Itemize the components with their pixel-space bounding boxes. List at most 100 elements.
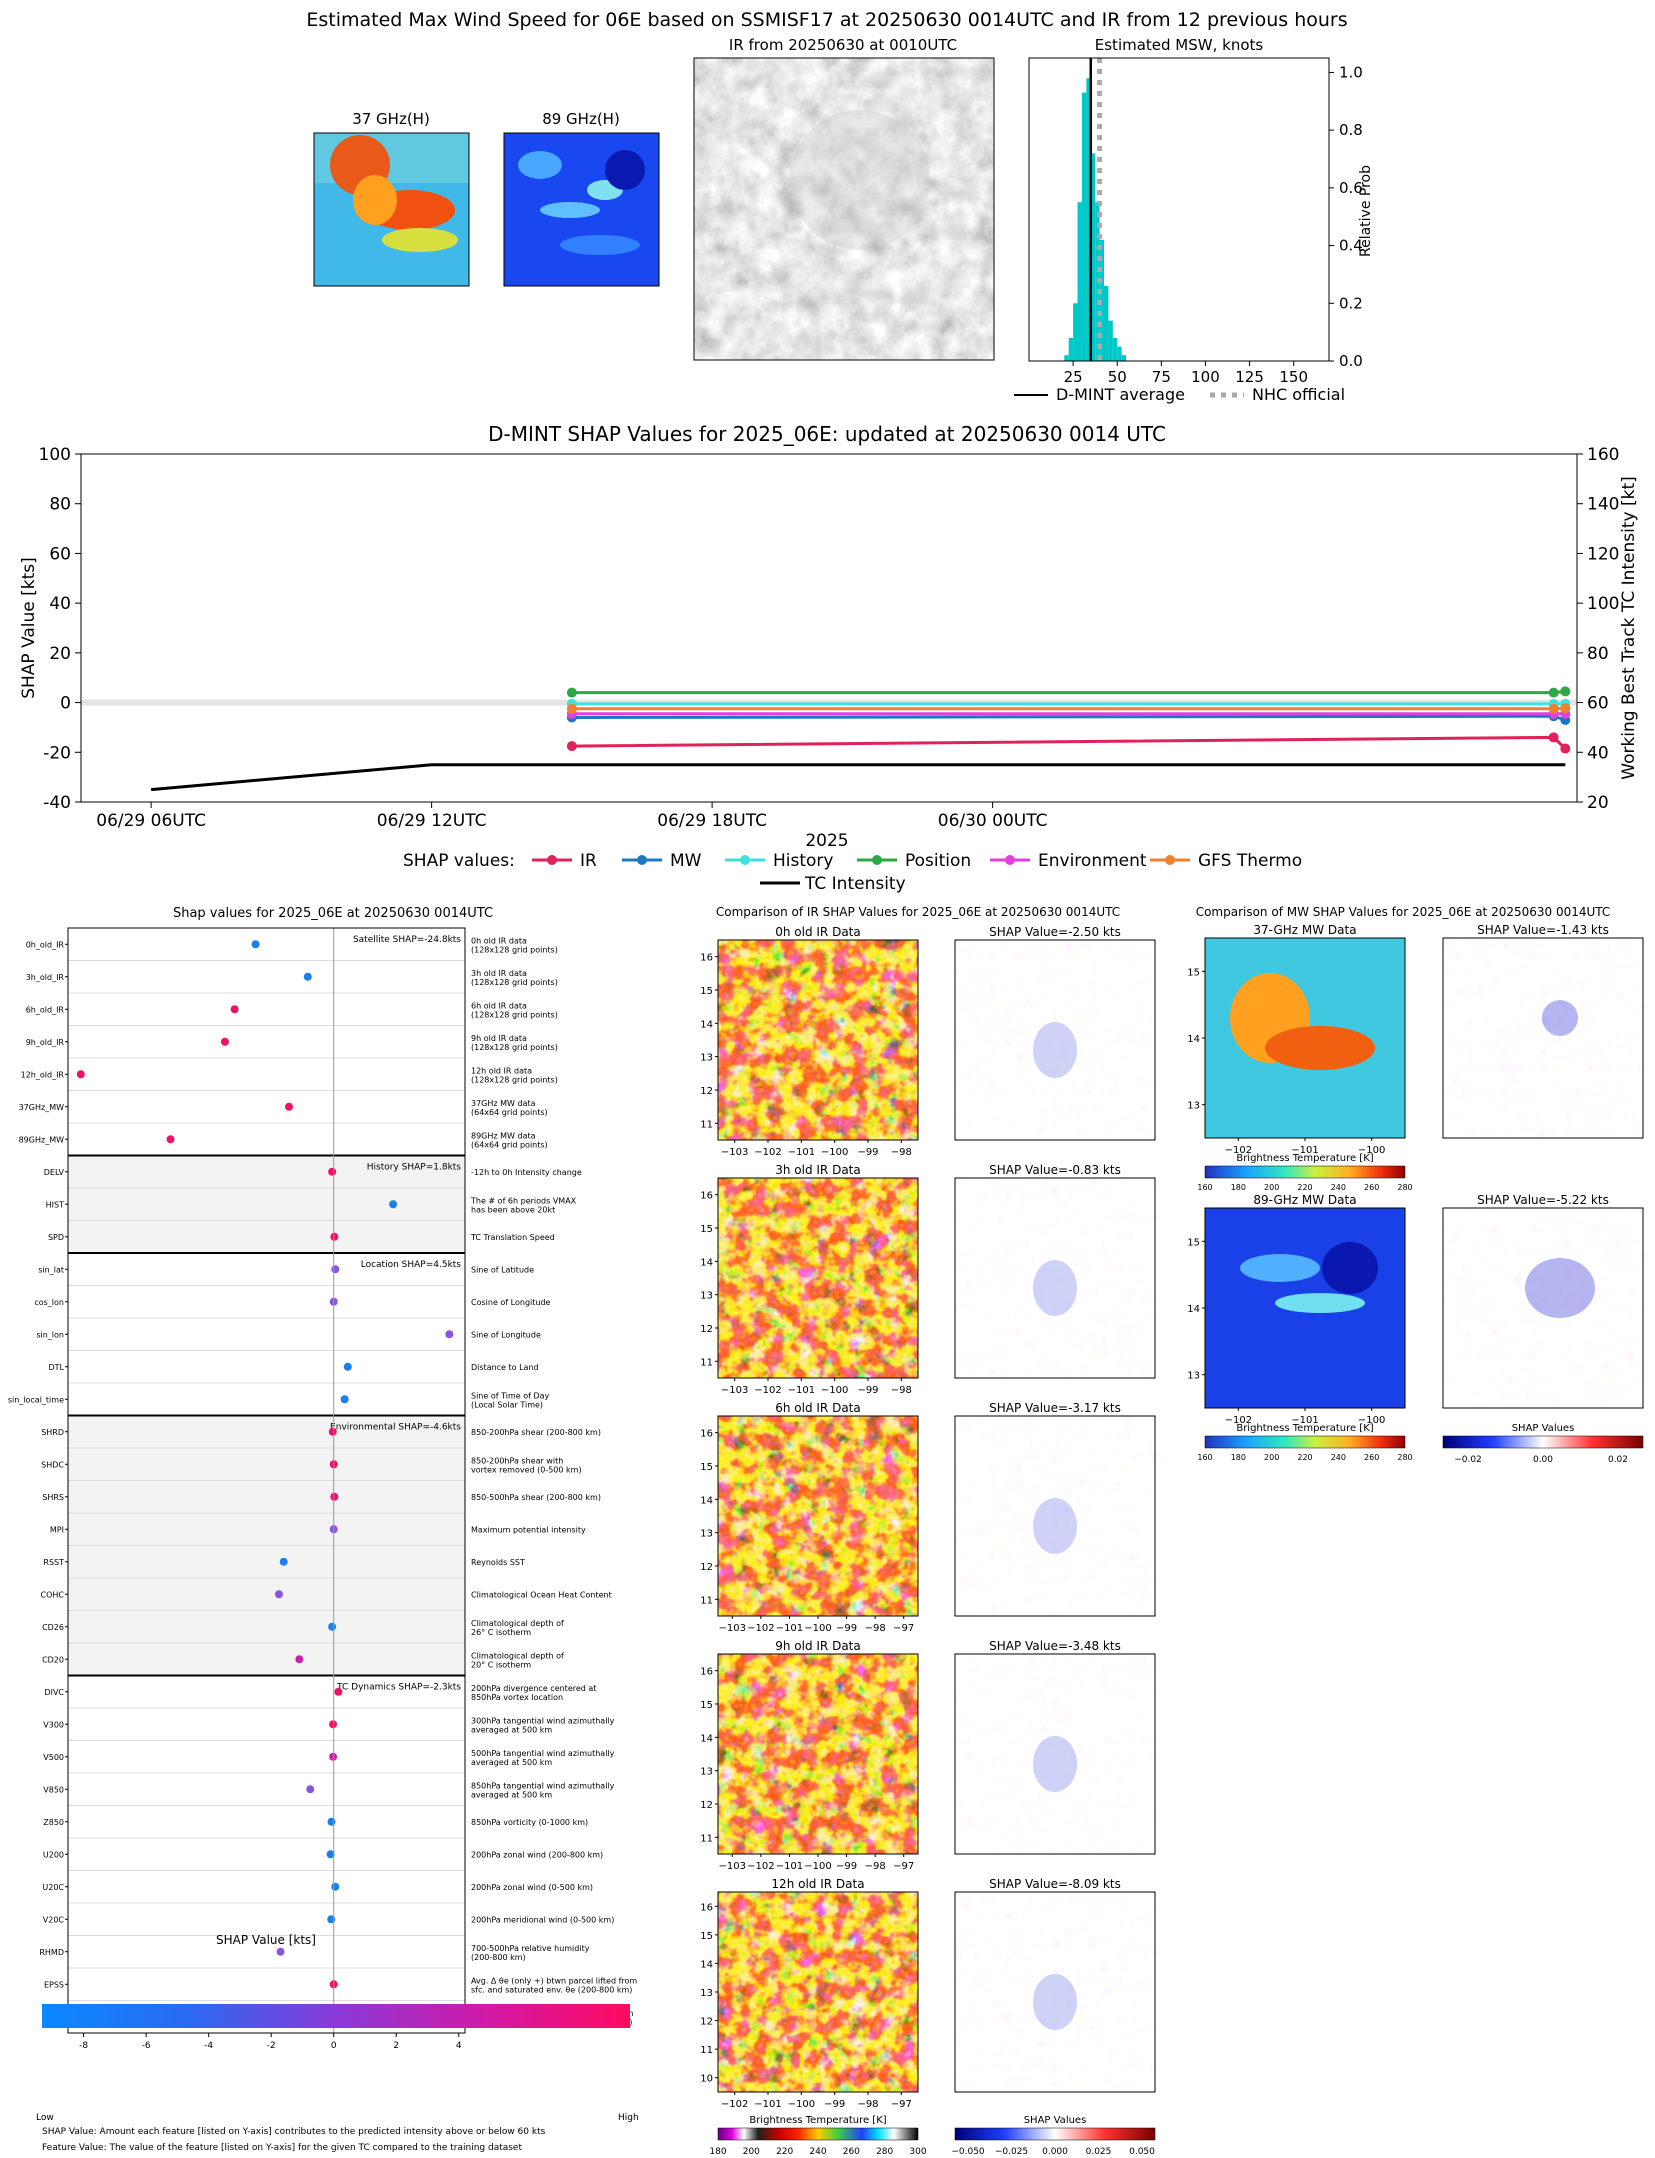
feat-point	[295, 1655, 304, 1664]
ir-data-xtick-label: −100	[821, 1385, 848, 1396]
feat-ylabel: SHRD	[41, 1428, 64, 1437]
feat-desc-line1: 200hPa meridional wind (0-500 km)	[471, 1915, 614, 1924]
mw-data-feature	[1265, 1026, 1375, 1070]
msw-bar	[1073, 303, 1078, 361]
feat-ylabel: DELV	[44, 1168, 65, 1177]
ts-series-point	[1560, 686, 1571, 697]
colorbar-tick-label: 220	[776, 2147, 793, 2157]
feat-desc-line1: 12h old IR data	[471, 1066, 532, 1075]
ir-data-xtick-label: −98	[857, 2099, 878, 2110]
ts-legend: SHAP values: IR MW History Position Environm…	[403, 851, 1302, 894]
feat-point	[285, 1102, 294, 1111]
ir-data-ytick-label: 15	[700, 986, 713, 997]
msw-ytick-label: 0.8	[1339, 121, 1363, 139]
ir-data-xtick-label: −98	[891, 1147, 912, 1158]
ts-series-line	[571, 735, 1567, 750]
feat-xtick-label: -6	[142, 2041, 151, 2051]
ts-series-point	[566, 687, 577, 698]
feat-desc-line1: 850-200hPa shear with	[471, 1456, 563, 1465]
feat-point	[166, 1135, 175, 1144]
ir-data-ytick-label: 14	[700, 1959, 713, 1970]
ts-series-point	[566, 741, 577, 752]
ir-row: 0h old IR Data 16 15 14 13 12 11 −103 −102 −101 −1…	[700, 925, 1156, 1158]
ir-data-ytick-label: 13	[700, 1053, 713, 1064]
mw-colorbar-label: Brightness Temperature [K]	[1236, 1153, 1373, 1164]
feat-point	[327, 1817, 336, 1826]
mw-data-xtick-label: −102	[1225, 1145, 1252, 1156]
ir-data-xtick-label: −102	[721, 2099, 748, 2110]
ir-data-ytick-label: 16	[700, 1667, 713, 1678]
msw-bar	[1112, 337, 1118, 361]
ts-ytick-label: 40	[49, 594, 71, 614]
mw-data-feature	[1275, 1293, 1365, 1313]
mw-data-xtick-label: −100	[1358, 1145, 1385, 1156]
mw-shap-center	[1542, 1000, 1578, 1036]
feat-desc-line1: Sine of Longitude	[471, 1330, 541, 1339]
ir-data-image	[718, 1892, 918, 2092]
feat-desc-line1: 850hPa tangential wind azimuthally	[471, 1781, 615, 1790]
ts-legend-marker	[1165, 855, 1175, 865]
feat-desc-line1: -12h to 0h Intensity change	[471, 1168, 582, 1177]
ir-data-xtick-label: −100	[804, 1861, 831, 1872]
ir-shap-frame	[954, 1653, 1156, 1855]
ir-data-xtick-label: −99	[857, 1385, 878, 1396]
msw-ytick-label: 0.0	[1339, 352, 1363, 370]
ir-data-xtick-label: −98	[865, 1623, 886, 1634]
ts-legend-label: IR	[580, 851, 597, 871]
mw-data-xtick-label: −102	[1225, 1415, 1252, 1426]
msw-bar	[1081, 92, 1087, 361]
mw-data-ytick-label: 15	[1187, 967, 1200, 978]
feat-desc-line1: Cosine of Longitude	[471, 1298, 551, 1307]
feat-ylabel: SPD	[48, 1233, 64, 1242]
mw-shap-image	[1443, 1208, 1643, 1408]
mw-colorbar-tick-label: 220	[1297, 1183, 1312, 1192]
feat-desc-line1: 200hPa zonal wind (0-500 km)	[471, 1883, 593, 1892]
feat-ylabel: U200	[43, 1850, 64, 1859]
ir-data-xtick-label: −102	[754, 1385, 781, 1396]
feat-desc-line1: 3h old IR data	[471, 969, 527, 978]
ir-data-xtick-label: −101	[776, 1861, 803, 1872]
mw-colorbar-tick-label: 260	[1364, 1183, 1379, 1192]
ir-data-ytick-label: 15	[700, 1224, 713, 1235]
colorbar-tick-label: 240	[809, 2147, 826, 2157]
shap-timeseries-chart: D-MINT SHAP Values for 2025_06E: updated…	[19, 422, 1639, 894]
feat-ylabel: DIVC	[44, 1688, 64, 1697]
feat-desc-line1: 37GHz MW data	[471, 1099, 536, 1108]
panel-37ghz-title: 37 GHz(H)	[352, 110, 430, 128]
feat-point	[330, 1232, 339, 1241]
ir-data-xtick-label: −103	[719, 1861, 746, 1872]
feat-ylabel: HIST	[46, 1200, 64, 1209]
ir-data-xtick-label: −99	[857, 1147, 878, 1158]
ir-shap-title: SHAP Value=-3.17 kts	[989, 1401, 1121, 1415]
feat-desc-line2: 850hPa vortex location	[471, 1693, 563, 1702]
feat-colorbar	[42, 2004, 630, 2028]
feat-xtick-label: -8	[79, 2041, 88, 2051]
ts-legend-label: Environment	[1038, 851, 1147, 871]
ir-shap-frame	[954, 1891, 1156, 2093]
ir-data-ytick-label: 12	[700, 1800, 713, 1811]
ir-data-ytick-label: 14	[700, 1019, 713, 1030]
ir-shap-image	[955, 1416, 1155, 1616]
mw-data-ytick-label: 14	[1187, 1034, 1200, 1045]
ir-panel-title: Comparison of IR SHAP Values for 2025_06…	[716, 905, 1120, 919]
ir-row: 3h old IR Data 16 15 14 13 12 11 −103 −102 −101 −1…	[700, 1163, 1156, 1396]
ir-data-ytick-label: 14	[700, 1733, 713, 1744]
msw-bar	[1108, 320, 1113, 361]
ts-series-point	[1548, 687, 1559, 698]
ir-data-xtick-label: −102	[754, 1147, 781, 1158]
ts-ytick-label: 60	[49, 544, 71, 564]
ir-data-xtick-label: −101	[754, 2099, 781, 2110]
ts-intensity-line	[150, 763, 1566, 792]
feat-desc-line1: 89GHz MW data	[471, 1131, 536, 1140]
colorbar-tick-label: 280	[876, 2147, 893, 2157]
ts-legend-label: GFS Thermo	[1198, 851, 1302, 871]
feat-point	[343, 1362, 352, 1371]
feat-ylabel: V850	[43, 1785, 64, 1794]
feat-desc-line1: 9h old IR data	[471, 1034, 527, 1043]
feat-ylabel: U20C	[42, 1883, 64, 1892]
ir-data-ytick-label: 13	[700, 1767, 713, 1778]
feat-group-label: Location SHAP=4.5kts	[361, 1260, 462, 1270]
mw-shap-center	[1525, 1258, 1595, 1318]
ir-shap-image	[955, 940, 1155, 1140]
mw-colorbar-tick-label: 160	[1197, 1183, 1212, 1192]
